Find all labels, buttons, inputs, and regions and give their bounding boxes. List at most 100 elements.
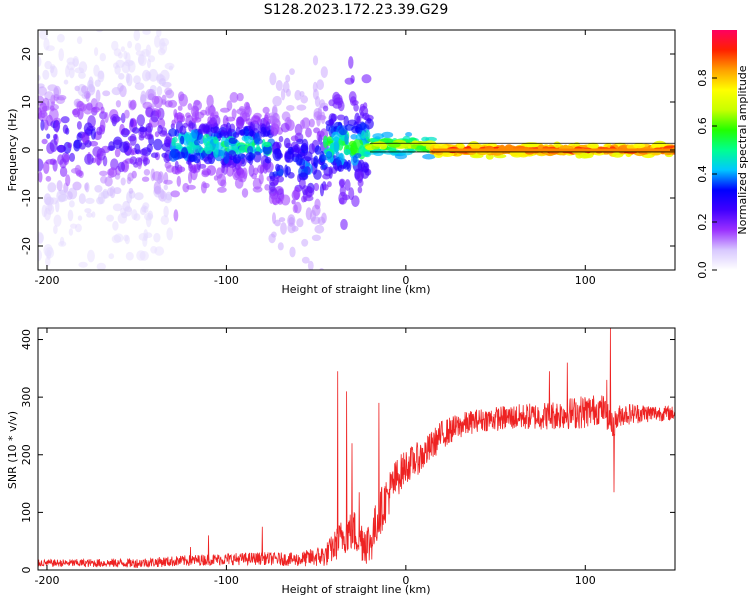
spectrogram-cell [43, 119, 49, 131]
spectrogram-cell [140, 206, 147, 216]
spectrogram-cell [364, 118, 374, 130]
spectrogram-cell [160, 215, 169, 226]
spectrogram-xtick-label: 100 [575, 274, 596, 287]
spectrogram-cell [44, 60, 52, 70]
spectrogram-cell [355, 133, 362, 140]
spectrogram-cell [231, 108, 237, 119]
spectrogram-cell [124, 206, 133, 213]
spectrogram-cell [290, 135, 299, 142]
spectrogram-cell [220, 123, 229, 133]
spectrogram-cell [78, 71, 86, 79]
spectrogram-cell [78, 193, 86, 205]
spectrogram-cell [410, 144, 417, 150]
snr-xtick-label: -200 [34, 574, 59, 587]
spectrogram-cell [38, 74, 41, 81]
spectrogram-cell [90, 128, 96, 140]
spectrogram-cell [120, 46, 125, 52]
spectrogram-cell [301, 138, 309, 152]
snr-background [38, 328, 675, 570]
spectrogram-cell [83, 122, 93, 135]
spectrogram-cell [307, 260, 314, 270]
spectrogram-cell [203, 137, 208, 144]
spectrogram-cell [229, 92, 239, 103]
spectrogram-cell [217, 149, 225, 157]
spectrogram-cell [57, 33, 65, 43]
spectrogram-cell [53, 225, 58, 235]
spectrogram-cell [322, 173, 331, 180]
spectrogram-cell [223, 151, 230, 164]
spectrogram-cell [357, 170, 364, 184]
spectrogram-cell [182, 182, 190, 193]
spectrogram-cell [54, 120, 60, 133]
spectrogram-cell [55, 200, 60, 213]
spectrogram-cell [128, 14, 137, 24]
spectrogram-cell [322, 184, 329, 191]
spectrogram-cell [43, 37, 50, 51]
spectrogram-cell [344, 133, 349, 145]
spectrogram-cell [100, 106, 105, 114]
spectrogram-cell [158, 269, 164, 270]
spectrogram-cell [59, 236, 65, 246]
spectrogram-cell [350, 75, 355, 84]
spectrogram-cell [124, 158, 135, 164]
spectrogram-cell [133, 0, 139, 7]
spectrogram-cell [228, 137, 238, 144]
spectrogram-cell [360, 161, 370, 173]
spectrogram-cell [299, 91, 305, 97]
spectrogram-cell [314, 145, 321, 155]
spectrogram-cell [73, 139, 81, 152]
spectrogram-cell [217, 173, 227, 187]
spectrogram-cell [131, 16, 140, 22]
spectrogram-cell [62, 124, 69, 134]
spectrogram-cell [198, 134, 205, 145]
spectrogram-cell [94, 185, 103, 193]
spectrogram-cell [256, 144, 261, 153]
spectrogram-cell [336, 114, 346, 121]
spectrogram-cell [331, 166, 338, 174]
spectrogram-cell [150, 246, 158, 254]
spectrogram-cell [38, 158, 44, 172]
spectrogram-cell [405, 132, 413, 137]
spectrogram-cell [236, 92, 244, 102]
spectrogram-cell [104, 112, 109, 123]
spectrogram-cell [367, 117, 372, 124]
spectrogram-cell [301, 195, 306, 203]
spectrogram-cell [247, 145, 254, 155]
spectrogram-cell [263, 141, 271, 148]
spectrogram-cell [317, 216, 326, 226]
spectrogram-cell [60, 116, 70, 124]
spectrogram-cell [274, 219, 281, 227]
snr-xtick-label: -100 [214, 574, 239, 587]
spectrogram-cell [126, 73, 133, 87]
spectrogram-cell [270, 277, 276, 283]
spectrogram-cell [43, 161, 50, 174]
spectrogram-cell [301, 238, 309, 247]
spectrogram-cell [198, 124, 207, 134]
spectrogram-cell [194, 111, 205, 119]
spectrogram-cell [42, 69, 50, 80]
spectrogram-cell [323, 135, 328, 149]
spectrogram-cell [67, 187, 78, 200]
spectrogram-cell [174, 112, 179, 124]
spectrogram-cell [49, 139, 58, 153]
spectrogram-cell [117, 52, 123, 59]
spectrogram-cell [226, 165, 234, 177]
spectrogram-cell [280, 222, 287, 235]
spectrogram-cell [142, 30, 151, 35]
spectrogram-cell [250, 115, 261, 124]
spectrogram-cell [128, 100, 136, 111]
spectrogram-cell [51, 15, 58, 20]
spectrogram-cell [96, 148, 106, 161]
spectrogram-cell [126, 191, 133, 204]
spectrogram-cell [133, 75, 141, 85]
spectrogram-cell [361, 74, 372, 84]
spectrogram-cell [249, 129, 254, 137]
spectrogram-cell [244, 135, 254, 144]
spectrogram-cell [270, 123, 280, 135]
spectrogram-cell [188, 171, 193, 184]
spectrogram-cell [155, 278, 164, 285]
spectrogram-cell [248, 164, 255, 177]
spectrogram-ytick-label: 10 [20, 95, 33, 109]
spectrogram-cell [56, 144, 67, 153]
